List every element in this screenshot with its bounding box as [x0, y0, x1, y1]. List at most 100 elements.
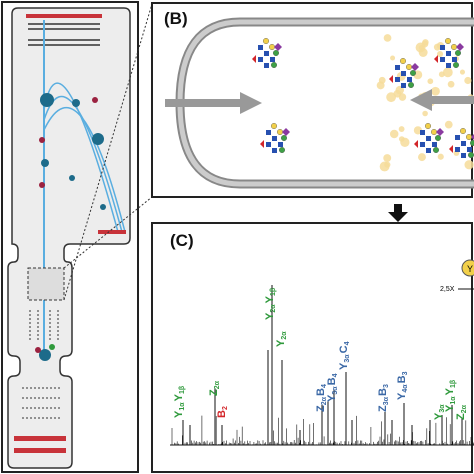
ions: [35, 93, 106, 361]
glcnac: [401, 83, 406, 88]
ion-index: 2α: [214, 380, 221, 389]
glcnac: [426, 136, 431, 141]
zoom-box: [27, 267, 65, 301]
ion: [69, 175, 75, 181]
hexose: [269, 44, 276, 51]
ion-letter: Y: [444, 387, 456, 395]
particle: [418, 48, 428, 57]
glcnac: [455, 135, 460, 140]
sialic: [471, 134, 474, 140]
peak-label: Y1α Y1β: [173, 385, 186, 418]
peak-label: Y2α Y1β: [264, 287, 277, 320]
sialic: [411, 63, 419, 71]
ion-index: 3α: [332, 386, 339, 395]
glcnac: [455, 147, 460, 152]
hexose: [460, 127, 467, 134]
ion: [39, 137, 45, 143]
ion-letter: Y: [396, 392, 408, 400]
glcnac: [270, 57, 275, 62]
particle: [398, 126, 405, 132]
ion-index: 2: [222, 406, 229, 410]
spectrum: [170, 285, 474, 446]
ion-index: 1β: [179, 385, 186, 394]
ion-index: 4: [321, 384, 328, 388]
panel-c-frame: [151, 222, 473, 473]
peak-label: Z2α: [455, 404, 468, 420]
glcnac: [467, 147, 472, 152]
particle: [389, 129, 399, 139]
ion: [40, 93, 54, 107]
ion-letter: Y: [264, 295, 276, 303]
hexose: [281, 134, 288, 141]
down-arrow: [388, 204, 408, 222]
particle: [390, 55, 396, 61]
ion-letter: Y: [264, 312, 276, 320]
particle: [400, 137, 410, 147]
glcnac: [407, 77, 412, 82]
flow-arrow: [165, 92, 262, 114]
particle: [464, 76, 472, 85]
glcnac: [266, 130, 271, 135]
hexose: [277, 128, 284, 135]
ion-index: 3α: [344, 354, 351, 363]
ion: [72, 99, 80, 107]
glcnac: [278, 142, 283, 147]
peak-label: Y4α B3: [396, 371, 409, 400]
hexose: [433, 146, 440, 153]
ion-letter: Y: [173, 410, 185, 418]
glcnac: [440, 57, 445, 62]
ion-index: 3α: [383, 396, 390, 405]
hexose: [445, 38, 452, 45]
peak-label: Z3α B3: [377, 384, 390, 412]
glycan: [260, 122, 290, 153]
inset-residue: [461, 259, 474, 277]
particle: [384, 161, 391, 168]
hexose: [468, 152, 474, 158]
glycan: [252, 38, 282, 69]
hexose: [425, 122, 432, 129]
panel-c: (C) Y1α Y1β Z2α B2 Y2α Y1β Y2α Z2α B4 Y3…: [151, 222, 474, 473]
glcnac: [420, 142, 425, 147]
sialic: [436, 128, 444, 136]
particle: [437, 153, 444, 160]
particle: [427, 78, 434, 85]
inset-top: Y: [467, 264, 473, 274]
hexose: [408, 81, 415, 88]
glycan: [434, 38, 464, 69]
source-bar: [14, 436, 66, 441]
panel-b: (B): [151, 2, 474, 198]
ion-index: 2α: [281, 331, 288, 340]
peak-label: Z2α B4: [315, 384, 328, 412]
ion: [92, 133, 104, 145]
peak-label: Z2α: [208, 380, 221, 396]
fucose: [434, 55, 438, 63]
ion-index: 1β: [270, 287, 277, 296]
glcnac: [461, 141, 466, 146]
ion-letter: B: [377, 388, 389, 396]
ion-letter: Y: [444, 404, 456, 412]
glycan: [414, 122, 444, 153]
ion-letter: B: [315, 388, 327, 396]
ion-path: [43, 107, 126, 233]
glcnac: [395, 65, 400, 70]
zoom-line: [63, 3, 153, 301]
glcnac: [395, 77, 400, 82]
hexose: [410, 69, 417, 76]
ion-letter: Y: [338, 362, 350, 370]
ion: [39, 349, 51, 361]
ion-letter: Z: [315, 405, 327, 412]
fucose: [260, 140, 264, 148]
particle: [376, 81, 385, 90]
particle: [442, 67, 453, 78]
ion: [41, 159, 49, 167]
ion-index: 1β: [450, 379, 457, 388]
glcnac: [272, 148, 277, 153]
glcnac: [264, 51, 269, 56]
hexose: [435, 134, 442, 141]
ion-index: 4α: [402, 384, 409, 393]
ion-path: [43, 82, 119, 233]
ion-index: 4: [344, 341, 351, 345]
particle: [433, 43, 441, 51]
peak-label: Y3α: [433, 404, 446, 420]
